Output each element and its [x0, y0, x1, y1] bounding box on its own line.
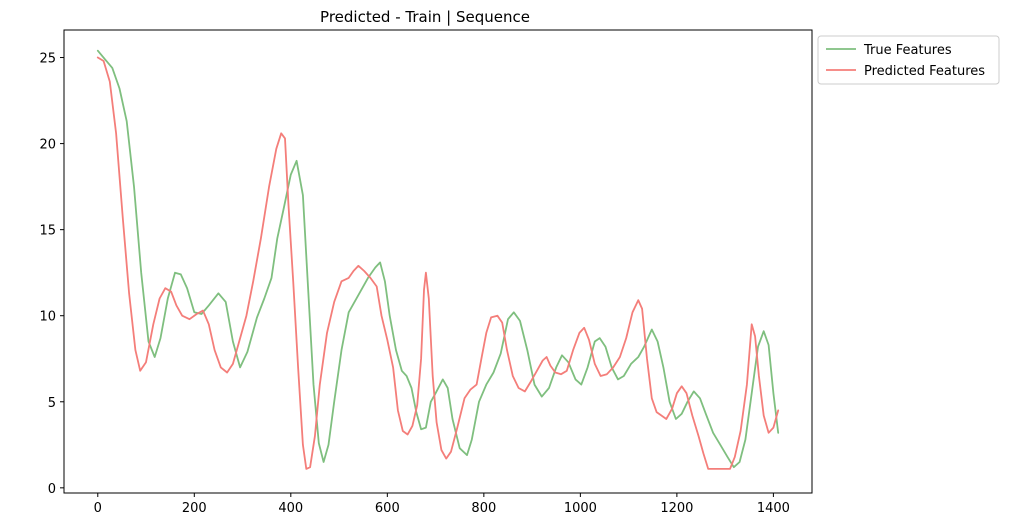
chart-title: Predicted - Train | Sequence — [320, 8, 530, 26]
y-axis: 0 5 10 15 20 25 — [39, 52, 64, 497]
x-tick-label: 1200 — [660, 501, 693, 516]
x-tick-label: 800 — [471, 501, 496, 516]
y-tick-label: 15 — [39, 224, 56, 239]
plot-area — [63, 29, 813, 494]
x-tick-label: 200 — [182, 501, 207, 516]
x-tick-label: 1400 — [757, 501, 790, 516]
legend-label-predicted-features: Predicted Features — [864, 64, 985, 79]
legend: True Features Predicted Features — [817, 35, 1000, 85]
y-tick-label: 5 — [48, 396, 56, 411]
x-tick-label: 400 — [278, 501, 303, 516]
x-axis: 0 200 400 600 800 1000 1200 1400 — [94, 493, 790, 516]
x-tick-label: 1000 — [564, 501, 597, 516]
x-tick-label: 0 — [94, 501, 102, 516]
legend-frame — [817, 35, 1000, 85]
y-tick-label: 0 — [48, 482, 56, 497]
legend-label-true-features: True Features — [863, 43, 952, 58]
y-tick-label: 20 — [39, 138, 56, 153]
series-layer — [96, 49, 780, 470]
y-tick-label: 25 — [39, 52, 56, 67]
series-line-predicted-features — [96, 56, 780, 470]
y-tick-label: 10 — [39, 310, 56, 325]
x-tick-label: 600 — [375, 501, 400, 516]
